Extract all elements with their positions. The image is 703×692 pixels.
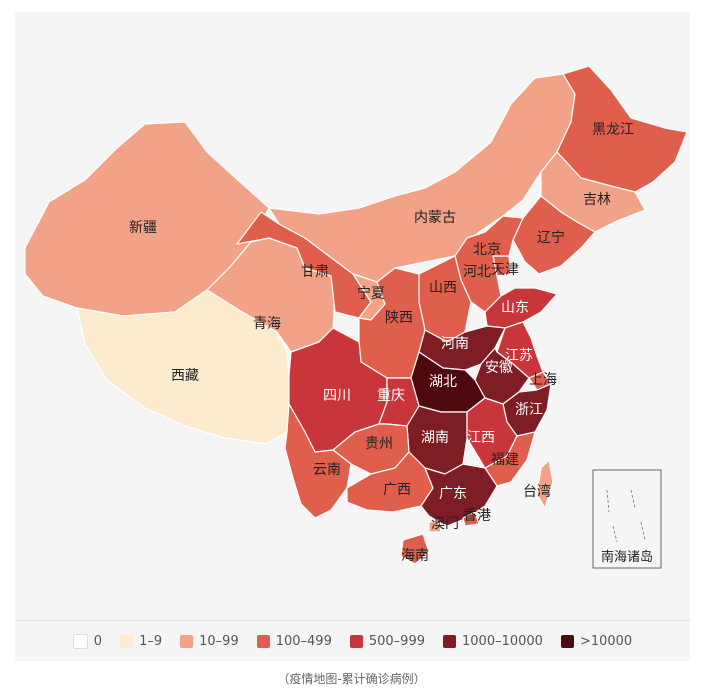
south-china-sea-inset: 南海诸岛 [592,469,662,569]
province-label-shanxi: 山西 [429,280,457,296]
province-label-beijing: 北京 [473,242,501,258]
province-jilin[interactable] [540,151,646,233]
legend-swatch [180,634,194,648]
province-hebei[interactable] [454,215,524,313]
legend-item-0[interactable]: 0 [72,633,103,649]
inset-label: 南海诸岛 [601,549,653,565]
province-fujian[interactable] [484,431,536,487]
province-heilongjiang[interactable] [556,65,688,193]
legend-label: 500–999 [368,633,425,649]
province-label-sichuan: 四川 [323,388,351,404]
province-label-henan: 河南 [441,336,469,352]
province-label-anhui: 安徽 [485,360,513,376]
province-label-jiangsu: 江苏 [505,348,533,364]
map-caption: （疫情地图-累计确诊病例） [277,672,426,686]
province-label-jilin: 吉林 [583,192,611,208]
province-label-guangdong: 广东 [439,486,467,502]
province-label-yunnan: 云南 [313,462,341,478]
legend-swatch [120,634,134,648]
province-label-fujian: 福建 [491,452,519,468]
legend-swatch [72,633,88,649]
legend-item-1[interactable]: 1–9 [120,634,162,649]
province-label-shandong: 山东 [501,300,529,316]
legend-swatch [349,634,363,648]
legend-swatch [443,634,456,648]
province-yunnan[interactable] [284,403,352,519]
province-label-jiangxi: 江西 [467,430,495,446]
province-label-gansu: 甘肃 [301,264,329,280]
legend-swatch [560,634,574,648]
province-label-qinghai: 青海 [253,316,281,332]
province-label-liaoning: 辽宁 [537,229,565,246]
province-label-hebei: 河北 [463,264,491,280]
legend-label: 10–99 [199,633,239,649]
province-hainan[interactable] [400,533,430,565]
province-label-hubei: 湖北 [429,374,457,390]
legend-label: 1000–10000 [462,633,543,649]
province-label-hunan: 湖南 [421,430,449,446]
province-label-guangxi: 广西 [383,482,411,498]
province-aomen[interactable] [428,519,442,533]
province-label-aomen: 澳门 [431,516,459,532]
province-guizhou[interactable] [332,423,410,475]
province-label-chongqing: 重庆 [377,388,405,404]
legend-item-2[interactable]: 10–99 [180,634,239,649]
province-label-neimenggu: 内蒙古 [414,210,456,226]
province-label-guizhou: 贵州 [365,436,393,452]
province-xianggang[interactable] [462,511,480,527]
province-label-heilongjiang: 黑龙江 [592,122,634,138]
legend: 0 1–9 10–99 100–499 500–999 1000–10000 >10000 [15,620,690,661]
province-label-taiwan: 台湾 [523,483,551,500]
legend-label: >10000 [579,633,633,649]
map-frame: 新疆西藏 青海 甘肃 内蒙古 黑龙江吉林辽宁北京天津 河北 山西 宁夏 陕西 山东河南江苏 安徽 上海… [15,12,690,657]
province-label-tianjin: 天津 [491,262,519,278]
legend-item-4[interactable]: 500–999 [349,633,425,649]
province-label-hainan: 海南 [401,548,429,564]
province-label-ningxia: 宁夏 [357,285,385,302]
province-label-xizang: 西藏 [171,368,199,384]
legend-swatch [256,634,270,648]
legend-label: 100–499 [275,633,332,649]
province-label-zhejiang: 浙江 [515,402,543,418]
legend-item-3[interactable]: 100–499 [256,633,332,649]
legend-label: 1–9 [139,633,163,649]
province-label-shanghai: 上海 [529,372,557,388]
legend-item-5[interactable]: 1000–10000 [443,634,543,649]
legend-item-6[interactable]: >10000 [560,633,633,649]
province-guangdong[interactable] [420,463,498,527]
province-label-xianggang: 香港 [463,508,491,524]
province-label-shaanxi: 陕西 [385,310,413,326]
province-label-xinjiang: 新疆 [129,220,157,236]
legend-label: 0 [93,633,103,649]
province-taiwan[interactable] [536,459,554,509]
